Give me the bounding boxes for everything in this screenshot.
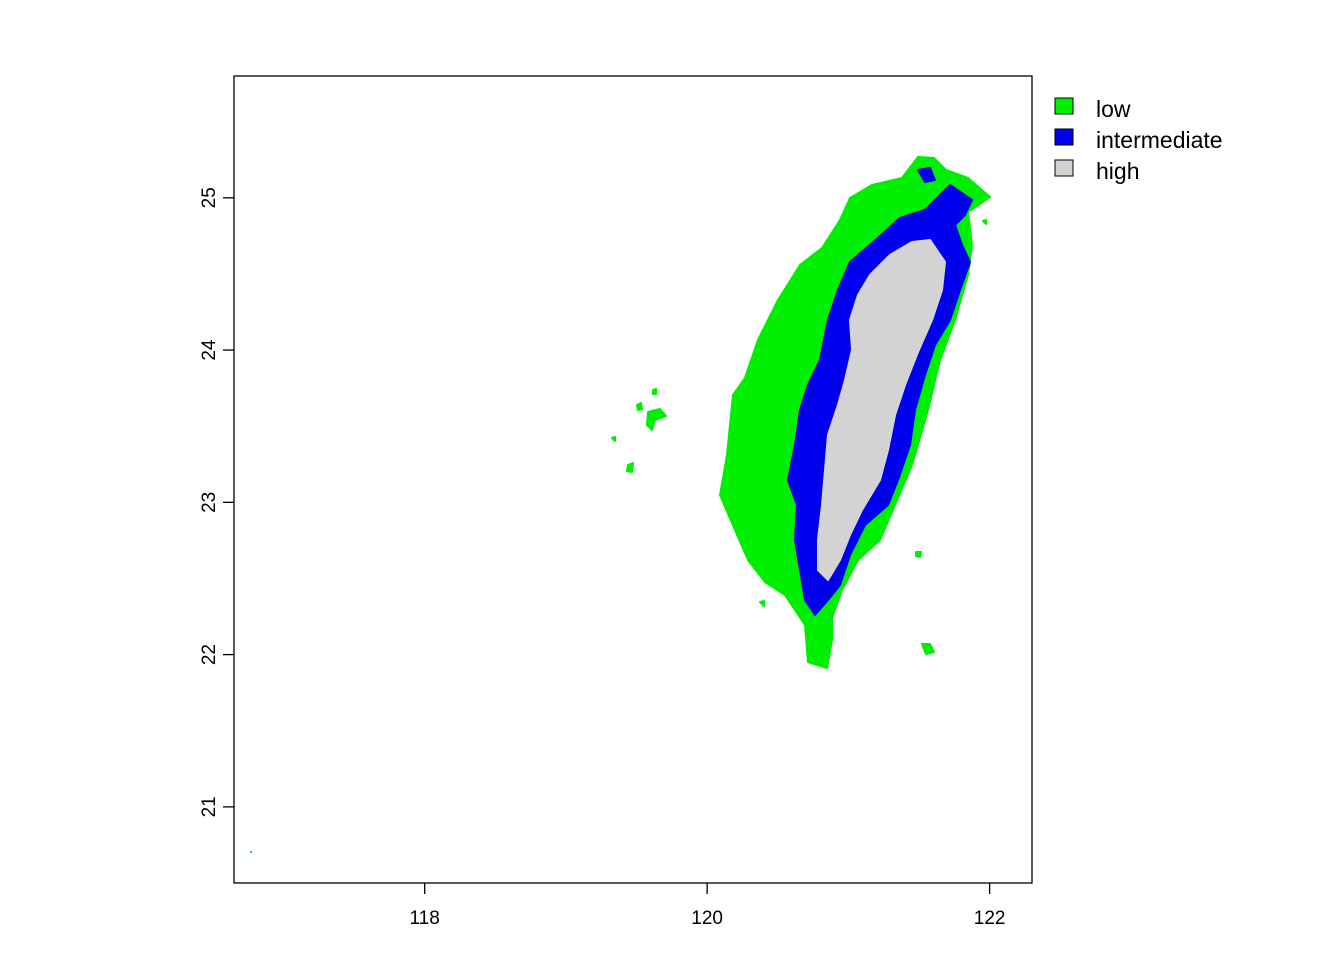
y-tick-label: 23 [199, 492, 220, 513]
y-tick-label: 24 [199, 339, 220, 361]
x-axis: 118 120 122 [410, 883, 1006, 929]
y-tick-label: 21 [199, 796, 220, 817]
y-axis: 21 22 23 24 25 [199, 187, 234, 817]
legend-label-high: high [1096, 158, 1139, 184]
island-speck [250, 851, 252, 853]
legend-swatch-intermediate [1054, 128, 1074, 146]
land-high [817, 239, 946, 581]
legend-label-intermediate: intermediate [1096, 127, 1223, 153]
legend: low intermediate high [1054, 96, 1223, 184]
x-tick-label: 120 [691, 908, 723, 929]
y-tick-label: 22 [199, 644, 220, 665]
x-tick-label: 122 [974, 908, 1006, 929]
legend-label-low: low [1096, 96, 1131, 122]
legend-swatch-high [1054, 159, 1074, 177]
y-tick-label: 25 [199, 187, 220, 208]
legend-swatch-low [1054, 97, 1074, 115]
x-tick-label: 118 [410, 908, 440, 929]
